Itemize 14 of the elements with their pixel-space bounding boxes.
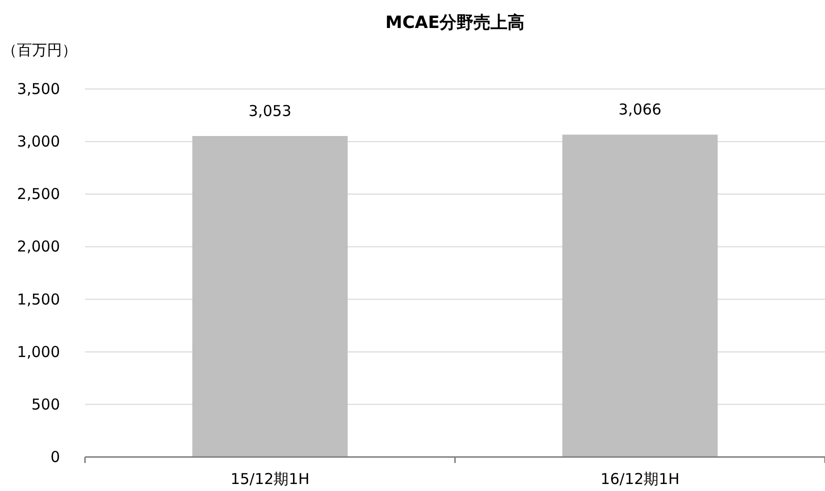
y-tick-label: 2,500 <box>17 185 60 204</box>
y-tick-label: 3,000 <box>17 132 60 151</box>
y-tick-label: 2,000 <box>17 238 60 256</box>
chart-title: MCAE分野売上高 <box>385 13 525 33</box>
y-tick-label: 0 <box>50 448 60 466</box>
y-tick-label: 1,000 <box>17 342 60 361</box>
y-tick-label: 500 <box>31 395 60 414</box>
y-axis-title: （百万円） <box>2 41 77 59</box>
x-tick-label: 15/12期1H <box>230 470 310 488</box>
data-label: 3,066 <box>618 100 662 119</box>
y-tick-label: 3,500 <box>17 80 60 98</box>
y-tick-label: 1,500 <box>17 290 60 308</box>
x-tick-label: 16/12期1H <box>600 470 680 488</box>
data-label: 3,053 <box>248 102 292 120</box>
